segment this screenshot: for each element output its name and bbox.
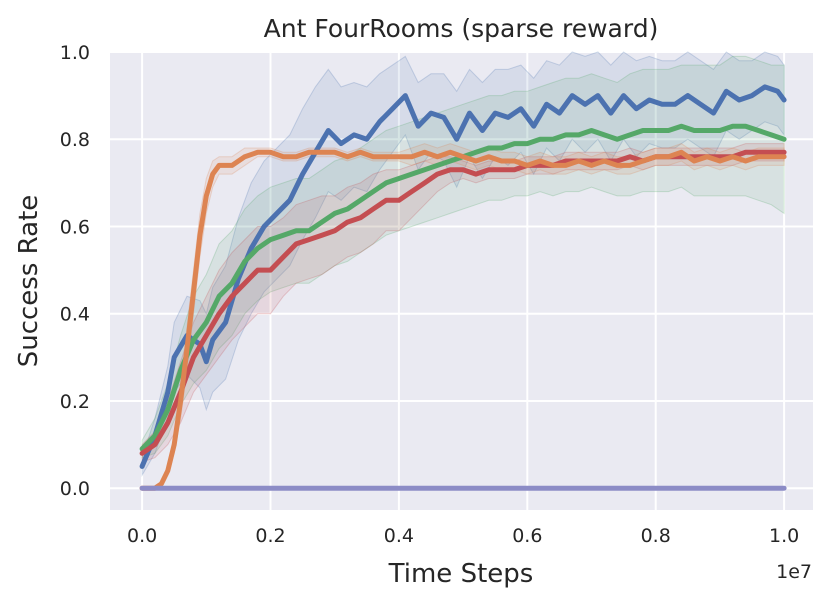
x-tick-label: 1.0 bbox=[769, 525, 799, 547]
x-axis-label: Time Steps bbox=[388, 559, 534, 589]
y-tick-label: 0.4 bbox=[60, 304, 90, 326]
y-tick-label: 0.2 bbox=[60, 391, 90, 413]
y-axis-label: Success Rate bbox=[14, 195, 44, 368]
series-line-2 bbox=[139, 149, 787, 456]
series-lines bbox=[139, 84, 787, 491]
series-band-0 bbox=[141, 51, 785, 477]
y-tick-label: 0.8 bbox=[60, 129, 90, 151]
y-tick-label: 1.0 bbox=[60, 42, 90, 64]
y-tick-label: 0.6 bbox=[60, 216, 90, 238]
chart-title: Ant FourRooms (sparse reward) bbox=[264, 14, 659, 43]
series-band-2 bbox=[141, 143, 785, 463]
x-tick-label: 0.2 bbox=[255, 525, 285, 547]
x-tick-label: 0.8 bbox=[641, 525, 671, 547]
x-tick-labels: 0.0 0.2 0.4 0.6 0.8 1.0 bbox=[127, 525, 799, 547]
x-tick-label: 0.6 bbox=[512, 525, 542, 547]
y-tick-labels: 0.0 0.2 0.4 0.6 0.8 1.0 bbox=[60, 42, 90, 500]
series-line-3 bbox=[139, 149, 787, 491]
y-tick-label: 0.0 bbox=[60, 478, 90, 500]
x-offset-label: 1e7 bbox=[776, 561, 812, 583]
x-tick-label: 0.0 bbox=[127, 525, 157, 547]
x-tick-label: 0.4 bbox=[384, 525, 414, 547]
